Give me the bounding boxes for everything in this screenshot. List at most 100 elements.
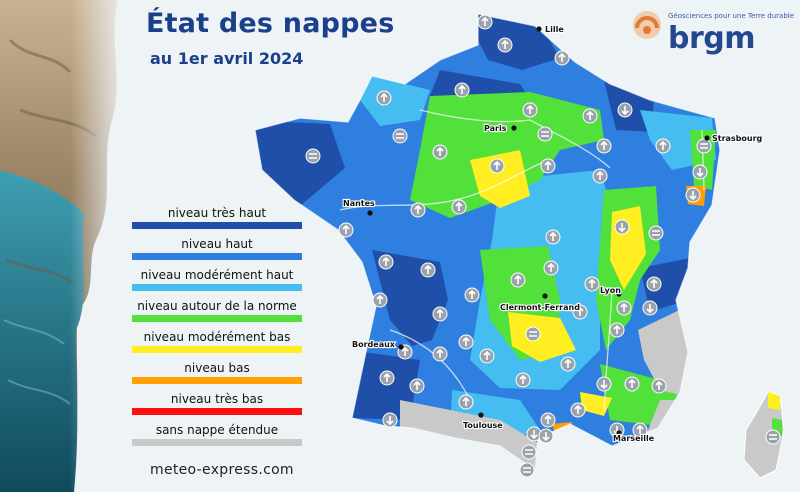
arrow-up-icon (497, 37, 513, 53)
arrow-up-icon (477, 14, 493, 30)
legend-item: niveau modérément haut (132, 267, 302, 298)
legend-label: niveau bas (184, 361, 250, 375)
legend-item: niveau autour de la norme (132, 298, 302, 329)
city-dots (367, 26, 710, 436)
arrow-down-icon (617, 102, 633, 118)
arrow-up-icon (432, 306, 448, 322)
arrow-up-icon (409, 378, 425, 394)
arrow-up-icon (489, 158, 505, 174)
city-label-paris: Paris (484, 124, 507, 133)
brgm-wordmark: brgm (668, 21, 756, 56)
equal-sign-icon (305, 148, 321, 164)
arrow-down-icon (614, 219, 630, 235)
legend-swatch (132, 284, 302, 291)
page-subtitle: au 1er avril 2024 (150, 49, 304, 68)
arrow-up-icon (596, 138, 612, 154)
arrow-up-icon (458, 394, 474, 410)
arrow-up-icon (432, 144, 448, 160)
arrow-up-icon (410, 202, 426, 218)
arrow-up-icon (515, 372, 531, 388)
arrow-up-icon (540, 412, 556, 428)
arrow-up-icon (616, 300, 632, 316)
arrow-up-icon (522, 102, 538, 118)
city-label-strasbourg: Strasbourg (712, 134, 763, 143)
arrow-up-icon (540, 158, 556, 174)
arrow-down-icon (692, 164, 708, 180)
river-loire (339, 159, 549, 211)
legend-label: niveau modérément bas (143, 330, 291, 344)
legend-swatch (132, 377, 302, 384)
equal-sign-icon (392, 128, 408, 144)
river-rhone (603, 289, 613, 411)
zone-moderement-bas-beauce (470, 150, 530, 208)
equal-sign-icon (521, 444, 537, 460)
equal-sign-icon (525, 326, 541, 342)
city-dot-clermont-ferrand (542, 293, 548, 299)
arrow-up-icon (554, 50, 570, 66)
arrow-up-icon (609, 322, 625, 338)
city-label-bordeaux: Bordeaux (352, 340, 396, 349)
city-label-nantes: Nantes (343, 199, 375, 208)
arrow-up-icon (458, 334, 474, 350)
equal-sign-icon (519, 462, 535, 478)
arrow-up-icon (379, 370, 395, 386)
legend-label: sans nappe étendue (155, 423, 279, 437)
zone-moderement-haut-normandie (360, 76, 430, 126)
arrow-up-icon (632, 422, 648, 438)
city-label-toulouse: Toulouse (463, 421, 503, 430)
city-dot-marseille (616, 430, 622, 436)
brgm-tagline: Géosciences pour une Terre durable (668, 12, 795, 20)
arrow-up-icon (572, 304, 588, 320)
arrow-up-icon (624, 376, 640, 392)
arrow-up-icon (479, 348, 495, 364)
legend-item: niveau modérément bas (132, 329, 302, 360)
equal-sign-icon (648, 225, 664, 241)
legend-swatch (132, 408, 302, 415)
legend-item: niveau très haut (132, 205, 302, 236)
arrow-down-icon (382, 412, 398, 428)
arrow-up-icon (655, 138, 671, 154)
equal-sign-icon (765, 429, 781, 445)
legend-label: niveau autour de la norme (137, 299, 297, 313)
arrow-up-icon (376, 90, 392, 106)
brgm-logo: Géosciences pour une Terre durable brgm (632, 8, 795, 60)
zone-moderement-bas-limagne (508, 312, 576, 362)
arrow-up-icon (510, 272, 526, 288)
arrow-up-icon (451, 199, 467, 215)
city-label-marseille: Marseille (613, 434, 655, 443)
city-dot-nantes (367, 210, 373, 216)
equal-sign-icon (537, 126, 553, 142)
arrow-up-icon (432, 346, 448, 362)
groundwater-level-zones (255, 14, 720, 470)
legend-swatch (132, 439, 302, 446)
legend-item: niveau bas (132, 360, 302, 391)
corsica (743, 391, 785, 479)
page-title: État des nappes (146, 8, 395, 39)
arrow-down-icon (685, 187, 701, 203)
legend-swatch (132, 222, 302, 229)
city-label-lyon: Lyon (600, 286, 621, 295)
trend-markers (305, 14, 781, 478)
city-dot-paris (511, 125, 517, 131)
city-dot-lille (536, 26, 542, 32)
legend-swatch (132, 253, 302, 260)
france-outline (254, 13, 721, 472)
legend-label: niveau modérément haut (140, 268, 294, 282)
arrow-up-icon (646, 276, 662, 292)
arrow-up-icon (543, 260, 559, 276)
city-label-lille: Lille (545, 25, 564, 34)
city-dot-lyon (616, 291, 622, 297)
brgm-logo-mark-icon (633, 11, 661, 39)
river-seine (419, 109, 611, 169)
legend-item: sans nappe étendue (132, 422, 302, 453)
city-label-clermont-ferrand: Clermont-Ferrand (500, 303, 580, 312)
arrow-up-icon (545, 229, 561, 245)
legend-item: niveau très bas (132, 391, 302, 422)
legend-swatch (132, 346, 302, 353)
arrow-down-icon (538, 428, 554, 444)
legend-label: niveau haut (181, 237, 253, 251)
arrow-up-icon (560, 356, 576, 372)
legend-label: niveau très bas (170, 392, 264, 406)
